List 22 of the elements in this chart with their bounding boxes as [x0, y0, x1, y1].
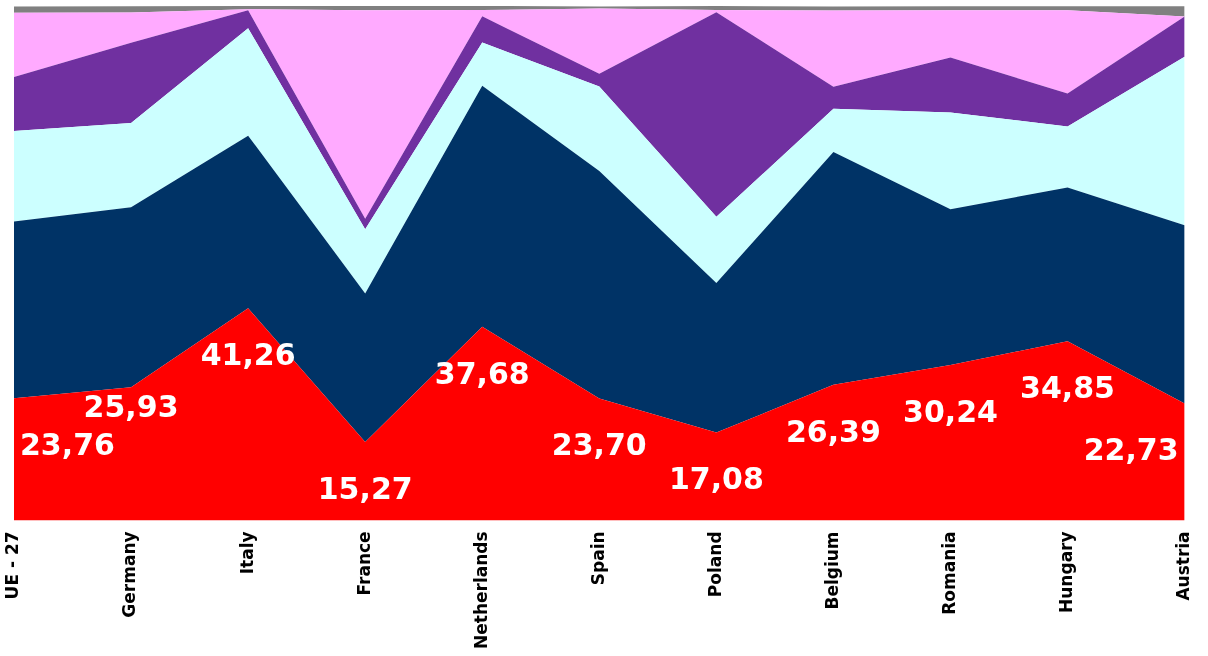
x-tick-label: Romania	[938, 531, 959, 615]
data-label: 22,73	[1083, 432, 1179, 468]
data-label: 23,70	[551, 427, 647, 463]
x-tick-label: Poland	[704, 531, 725, 598]
data-label: 41,26	[200, 337, 296, 373]
x-tick-label: Hungary	[1055, 531, 1076, 613]
data-label: 15,27	[317, 470, 413, 506]
x-tick-label: Germany	[119, 531, 140, 618]
x-tick-label: UE - 27	[2, 531, 23, 600]
x-tick-label: France	[353, 531, 374, 596]
data-label: 25,93	[83, 389, 179, 425]
x-tick-label: Belgium	[821, 531, 842, 610]
x-tick-label: Italy	[236, 531, 257, 575]
x-tick-label: Austria	[1173, 531, 1194, 601]
x-tick-label: Spain	[587, 531, 608, 586]
data-label: 23,76	[20, 427, 115, 463]
data-label: 30,24	[903, 393, 998, 429]
data-label: 34,85	[1020, 370, 1115, 406]
data-label: 26,39	[785, 413, 881, 449]
data-label: 17,08	[668, 461, 764, 497]
x-tick-label: Netherlands	[470, 531, 491, 649]
data-label: 37,68	[434, 355, 530, 391]
